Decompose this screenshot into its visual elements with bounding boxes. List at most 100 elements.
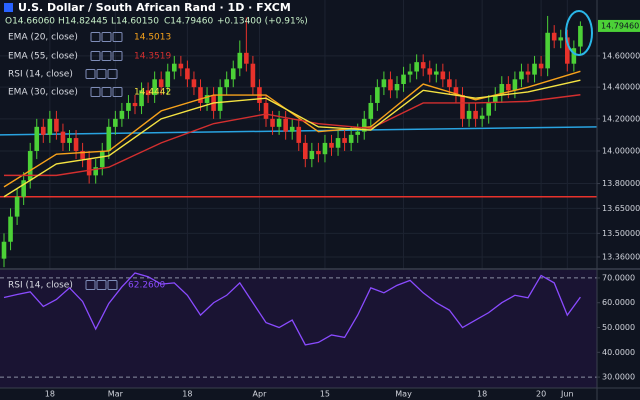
candle-body — [414, 62, 419, 72]
legend-icon — [112, 51, 123, 61]
candle-body — [499, 84, 505, 96]
candle-body — [230, 68, 236, 80]
candle-body — [14, 196, 20, 217]
candle-body — [329, 142, 334, 148]
candle-body — [21, 180, 26, 197]
legend-icon — [90, 87, 101, 97]
candle-body — [1, 241, 7, 259]
y-tick-label: 13.50000 — [602, 229, 640, 238]
candle-body — [381, 79, 387, 88]
candle-body — [67, 138, 72, 143]
axes: 13.36000 13.50000 13.65000 13.80000 14.00000… — [45, 19, 640, 399]
candle-body — [519, 71, 524, 80]
legend-value: 14.5013 — [134, 33, 171, 43]
y-tick-label: 50.0000 — [602, 323, 635, 332]
candle-body — [185, 68, 190, 80]
candle-body — [361, 118, 367, 132]
candle-body — [204, 95, 210, 103]
candle-body — [427, 68, 433, 75]
candle-body — [479, 115, 485, 119]
legend-icon — [85, 280, 96, 290]
candle-body — [270, 118, 275, 127]
candle-body — [466, 110, 472, 119]
x-tick-label: 18 — [477, 390, 487, 399]
candle-body — [525, 71, 531, 75]
x-tick-label: Mar — [108, 390, 124, 399]
rsi-panel — [0, 270, 597, 388]
candle-body — [512, 79, 518, 91]
candle-body — [224, 79, 229, 88]
legend-value: 14.3519 — [134, 52, 171, 62]
ohlc-legend: H14.82445 — [58, 17, 108, 27]
candle-body — [172, 63, 177, 72]
candle-body — [106, 126, 112, 151]
candle-body — [60, 131, 66, 143]
candle-body — [283, 118, 288, 132]
ohlc-legend: C14.79460 — [164, 17, 214, 27]
candle-body — [440, 71, 446, 80]
legend-label: RSI (14, close) — [8, 70, 73, 80]
legend-icon — [101, 32, 112, 42]
candle-body — [420, 62, 426, 69]
ema-line — [4, 94, 581, 177]
x-tick-label: Jun — [560, 390, 574, 399]
candle-body — [126, 102, 131, 111]
candle-body — [538, 63, 544, 69]
candle-body — [322, 142, 328, 155]
legend-label: RSI (14, close) — [8, 281, 73, 291]
legend-icon — [112, 32, 123, 42]
y-tick-label: 40.0000 — [602, 348, 635, 357]
candle-body — [296, 126, 302, 143]
candle-body — [132, 102, 138, 107]
ohlc-legend: O14.66060 — [5, 17, 55, 27]
candle-body — [80, 150, 85, 160]
x-tick-label: 20 — [536, 390, 546, 399]
candle-body — [41, 126, 46, 135]
candle-body — [506, 84, 511, 91]
legend-label: EMA (20, close) — [8, 33, 78, 43]
legend-icon — [96, 280, 107, 290]
candle-body — [401, 74, 406, 85]
ohlc-legend: +0.13400 (+0.91%) — [217, 17, 308, 27]
legend-icon — [101, 51, 112, 61]
plot — [0, 15, 597, 378]
candle-body — [375, 87, 380, 103]
legend-label: EMA (30, close) — [8, 88, 78, 98]
candle-body — [342, 138, 347, 143]
legend-icon — [85, 69, 96, 79]
legend-icon — [112, 87, 123, 97]
ohlc-legend: L14.60150 — [111, 17, 159, 27]
legend-icon — [107, 280, 118, 290]
candle-body — [453, 87, 459, 96]
candle-body — [113, 118, 118, 127]
last-price-label: 14.79460 — [601, 21, 639, 30]
candle-body — [165, 71, 171, 88]
candle-body — [152, 79, 157, 96]
candle-body — [289, 126, 295, 132]
candle-body — [303, 142, 308, 160]
legend-icon — [107, 69, 118, 79]
candle-body — [434, 71, 439, 75]
candle-body — [8, 216, 13, 242]
candle-body — [34, 126, 40, 151]
candle-body — [276, 118, 282, 127]
candle-body — [27, 150, 33, 181]
candle-body — [407, 71, 413, 75]
x-tick-label: 18 — [182, 390, 192, 399]
y-tick-label: 60.0000 — [602, 298, 635, 307]
legend-label: EMA (55, close) — [8, 52, 78, 62]
candle-body — [348, 134, 354, 143]
candle-body — [335, 138, 341, 148]
last-price-badge — [598, 19, 640, 32]
x-tick-label: 18 — [45, 390, 55, 399]
candle-body — [394, 84, 400, 91]
legend-icon — [96, 69, 107, 79]
x-tick-label: May — [395, 390, 412, 399]
candle-body — [244, 52, 249, 64]
candle-body — [309, 150, 315, 160]
legend-value: 14.4442 — [134, 88, 171, 98]
y-tick-label: 13.65000 — [602, 204, 640, 213]
candle-body — [388, 79, 393, 91]
y-tick-label: 14.20000 — [602, 114, 640, 123]
